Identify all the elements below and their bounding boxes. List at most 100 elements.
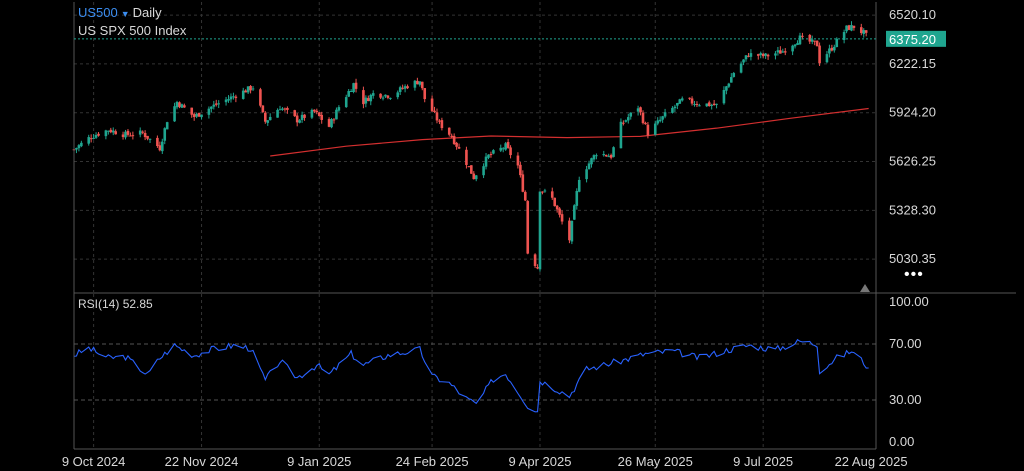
rsi-tick-label: 30.00	[889, 392, 922, 407]
candle-body	[195, 113, 198, 117]
candle-body	[440, 120, 444, 129]
candle-body	[587, 163, 591, 170]
candle-body	[156, 137, 159, 146]
candle-body	[624, 120, 628, 122]
candle-body	[629, 112, 633, 117]
candle-body	[227, 99, 230, 101]
price-tick-label: 5328.30	[889, 202, 936, 217]
candle-body	[715, 103, 718, 105]
candle-body	[94, 135, 98, 138]
candle-body	[435, 112, 439, 121]
candle-body	[371, 93, 375, 96]
last-price-tag	[886, 30, 946, 47]
price-axis[interactable]: 6520.10 6222.15 5924.20 5626.25 5328.30 5030.…	[886, 7, 946, 449]
candle-body	[656, 120, 660, 124]
candle-body	[224, 99, 228, 103]
candle-body	[183, 105, 186, 108]
candle-body	[622, 122, 625, 124]
chevron-down-icon[interactable]: ▼	[120, 9, 130, 19]
candle-body	[470, 165, 473, 174]
candle-body	[553, 197, 557, 207]
instrument-name: US SPX 500 Index	[78, 23, 187, 38]
candle-body	[310, 109, 314, 118]
candle-body	[420, 81, 424, 89]
candle-body	[75, 147, 78, 150]
candle-body	[504, 143, 507, 150]
candle-body	[756, 54, 760, 56]
candle-body	[303, 114, 306, 118]
symbol-header[interactable]: US500 ▼ Daily	[78, 5, 162, 20]
candle-body	[526, 201, 530, 254]
candle-body	[781, 51, 785, 53]
candle-body	[214, 103, 218, 105]
candle-body	[835, 38, 839, 48]
candle-body	[362, 90, 365, 105]
candle-body	[335, 109, 338, 120]
candle-body	[852, 25, 856, 28]
candle-body	[347, 91, 350, 97]
candle-body	[536, 267, 539, 269]
time-tick-label: 9 Jan 2025	[287, 454, 351, 469]
candle-body	[114, 131, 117, 135]
candle-body	[791, 45, 794, 52]
candle-body	[266, 120, 270, 123]
candle-body	[577, 179, 581, 192]
candle-body	[783, 51, 787, 53]
candle-body	[815, 40, 819, 47]
candle-body	[344, 97, 348, 108]
candle-body	[680, 98, 684, 101]
time-axis[interactable]: 9 Oct 2024 22 Nov 2024 9 Jan 2025 24 Feb 20…	[62, 454, 908, 469]
candle-body	[808, 34, 812, 42]
candle-body	[396, 92, 400, 98]
time-tick-label: 26 May 2025	[618, 454, 693, 469]
candle-body	[818, 45, 821, 64]
rsi-legend[interactable]: RSI(14) 52.85	[78, 297, 153, 311]
candle-body	[575, 191, 579, 206]
candle-body	[810, 39, 814, 42]
candle-body	[433, 110, 436, 112]
candle-body	[416, 80, 419, 85]
candle-body	[467, 166, 471, 168]
candle-body	[104, 130, 108, 137]
candle-body	[320, 114, 324, 120]
time-tick-label: 22 Nov 2024	[165, 454, 239, 469]
candle-body	[759, 53, 763, 56]
rsi-tick-label: 70.00	[889, 336, 922, 351]
candle-body	[573, 205, 576, 220]
candle-body	[523, 191, 527, 201]
candle-body	[555, 205, 559, 210]
candle-body	[423, 88, 427, 100]
candle-body	[261, 105, 265, 113]
candle-body	[87, 137, 91, 144]
candle-body	[450, 135, 454, 138]
candle-body	[138, 130, 142, 135]
candle-body	[793, 44, 797, 47]
candle-body	[828, 48, 831, 54]
symbol-name[interactable]: US500	[78, 5, 118, 20]
candle-body	[499, 147, 503, 151]
candle-body	[592, 155, 596, 160]
candle-body	[825, 54, 829, 63]
candle-body	[259, 89, 262, 106]
candle-body	[246, 86, 250, 93]
candle-body	[862, 30, 866, 34]
time-tick-label: 9 Oct 2024	[62, 454, 126, 469]
candle-body	[332, 119, 336, 121]
rsi-tick-label: 0.00	[889, 434, 914, 449]
candle-body	[121, 134, 125, 137]
candle-body	[295, 115, 299, 123]
candle-body	[501, 148, 505, 150]
candle-body	[124, 131, 127, 138]
candle-body	[609, 155, 613, 158]
candle-body	[653, 123, 657, 135]
candle-body	[129, 135, 132, 137]
ellipsis-icon[interactable]: •••	[904, 266, 924, 283]
candle-body	[165, 122, 169, 130]
candle-body	[482, 166, 485, 176]
candle-body	[712, 103, 716, 106]
candle-body	[158, 145, 162, 151]
interval-label[interactable]: Daily	[132, 5, 162, 20]
candle-body	[131, 135, 135, 137]
candle-body	[646, 124, 650, 136]
